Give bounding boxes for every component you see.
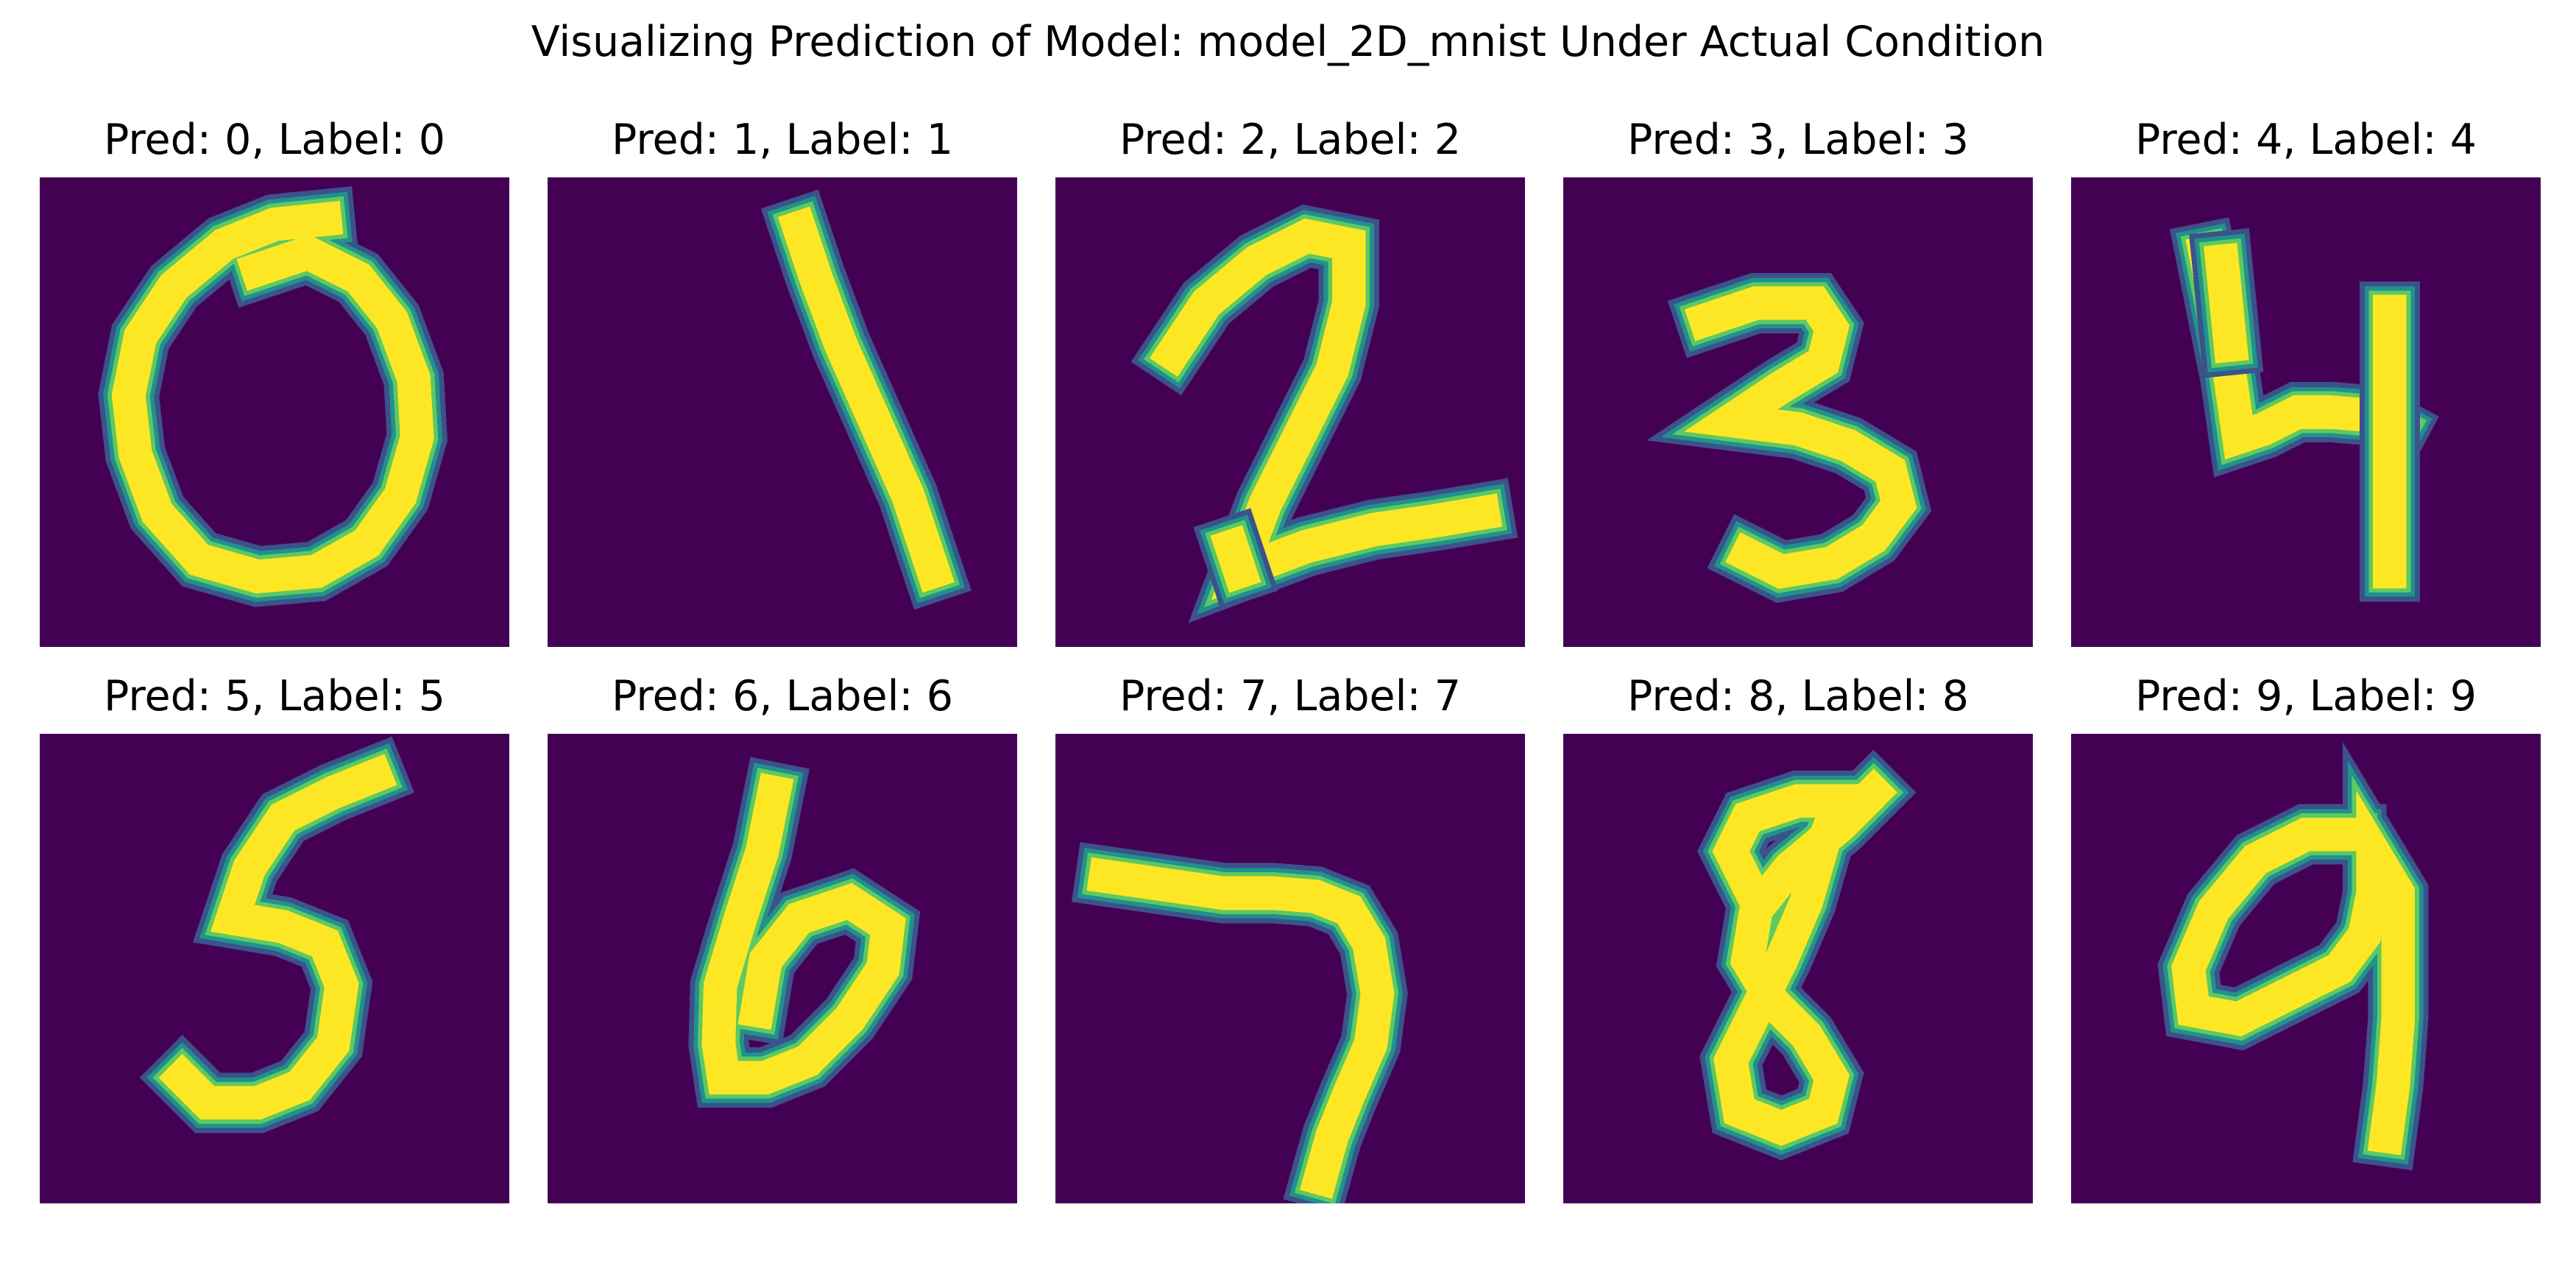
image-background bbox=[1055, 734, 1525, 1203]
digit-image-4 bbox=[2071, 177, 2541, 647]
digit-stroke bbox=[1149, 218, 1503, 601]
panel-title: Pred: 3, Label: 3 bbox=[1627, 116, 1969, 164]
digit-image-2 bbox=[1055, 177, 1525, 647]
digit-image-5 bbox=[40, 734, 509, 1203]
panel-title: Pred: 9, Label: 9 bbox=[2135, 672, 2477, 721]
digit-stroke bbox=[111, 201, 434, 594]
panel-title: Pred: 8, Label: 8 bbox=[1627, 672, 1969, 721]
digit-image-0 bbox=[40, 177, 509, 647]
digit-stroke bbox=[777, 206, 955, 593]
digit-image-9 bbox=[2071, 734, 2541, 1203]
panel-title: Pred: 5, Label: 5 bbox=[104, 672, 445, 721]
digit-stroke bbox=[1210, 525, 1262, 593]
digit-image-7 bbox=[1055, 734, 1525, 1203]
digit-stroke bbox=[701, 772, 906, 1094]
digit-stroke bbox=[2204, 242, 2249, 364]
digit-stroke bbox=[2171, 790, 2416, 1156]
panel-title: Pred: 7, Label: 7 bbox=[1119, 672, 1461, 721]
figure-title: Visualizing Prediction of Model: model_2… bbox=[531, 18, 2045, 66]
panel-title: Pred: 2, Label: 2 bbox=[1119, 116, 1461, 164]
digit-stroke bbox=[1086, 857, 1395, 1199]
digit-image-3 bbox=[1563, 177, 2033, 647]
digit-image-6 bbox=[548, 734, 1017, 1203]
panel-title: Pred: 6, Label: 6 bbox=[612, 672, 953, 721]
panel-title: Pred: 1, Label: 1 bbox=[612, 116, 953, 164]
digit-stroke bbox=[1684, 286, 1917, 590]
digit-image-1 bbox=[548, 177, 1017, 647]
panel-title: Pred: 0, Label: 0 bbox=[104, 116, 445, 164]
digit-image-8 bbox=[1563, 734, 2033, 1203]
panel-title: Pred: 4, Label: 4 bbox=[2135, 116, 2477, 164]
digit-stroke bbox=[1712, 768, 1897, 1147]
digit-stroke bbox=[158, 754, 397, 1120]
